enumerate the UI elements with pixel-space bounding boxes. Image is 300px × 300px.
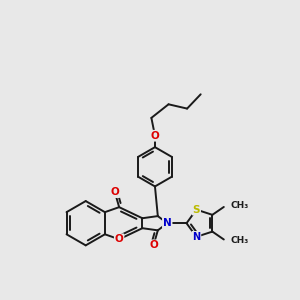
Text: N: N xyxy=(163,218,172,228)
Text: N: N xyxy=(192,232,200,242)
Text: CH₃: CH₃ xyxy=(231,201,249,210)
Text: O: O xyxy=(149,240,158,250)
Text: S: S xyxy=(193,205,200,214)
Text: O: O xyxy=(110,187,119,197)
Text: O: O xyxy=(151,131,159,141)
Text: CH₃: CH₃ xyxy=(231,236,249,245)
Text: O: O xyxy=(115,234,124,244)
